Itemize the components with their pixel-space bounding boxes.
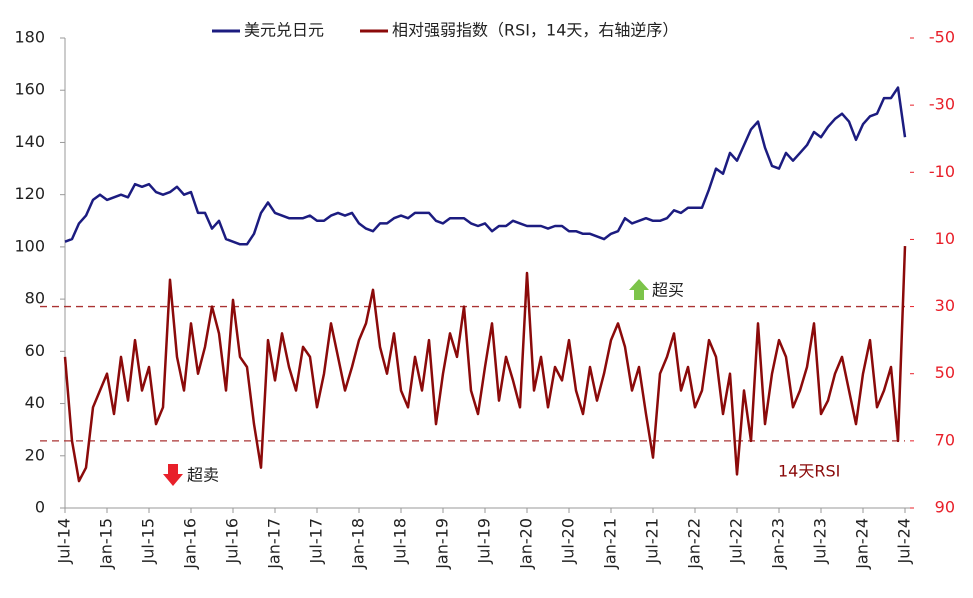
annotation: 超卖 xyxy=(187,466,219,485)
x-tick-label: Jul-16 xyxy=(223,518,242,564)
x-tick-label: Jan-16 xyxy=(181,518,200,570)
legend: 美元兑日元 相对强弱指数（RSI，14天，右轴逆序） xyxy=(212,21,678,40)
x-tick-label: Jul-19 xyxy=(475,518,494,564)
y-tick-label: 60 xyxy=(25,341,45,360)
y2-tick-label: -30 xyxy=(929,95,955,114)
y-tick-label: 120 xyxy=(14,184,45,203)
x-tick-label: Jul-15 xyxy=(139,518,158,564)
x-tick-label: Jan-18 xyxy=(349,518,368,570)
x-tick-label: Jan-15 xyxy=(97,518,116,570)
x-tick-label: Jan-22 xyxy=(685,518,704,570)
legend-label: 相对强弱指数（RSI，14天，右轴逆序） xyxy=(392,21,678,40)
y-tick-label: 140 xyxy=(14,132,45,151)
y2-tick-label: 50 xyxy=(935,363,955,382)
y2-tick-label: -50 xyxy=(929,28,955,47)
annotation: 14天RSI xyxy=(778,462,840,481)
x-tick-label: Jan-21 xyxy=(601,518,620,570)
down-arrow xyxy=(163,464,183,486)
legend-label: 美元兑日元 xyxy=(244,21,324,40)
x-tick-label: Jul-22 xyxy=(727,518,746,564)
x-tick-label: Jul-23 xyxy=(811,518,830,564)
y-tick-label: 180 xyxy=(14,28,45,47)
annotation: 超买 xyxy=(652,281,684,300)
y-tick-label: 0 xyxy=(35,498,45,517)
x-tick-label: Jul-14 xyxy=(55,518,74,564)
x-tick-label: Jan-19 xyxy=(433,518,452,570)
y-tick-label: 20 xyxy=(25,445,45,464)
x-tick-label: Jan-17 xyxy=(265,518,284,570)
y-tick-label: 80 xyxy=(25,289,45,308)
y-tick-label: 100 xyxy=(14,236,45,255)
x-tick-label: Jul-24 xyxy=(895,518,914,564)
y2-tick-label: 90 xyxy=(935,498,955,517)
x-tick-label: Jan-24 xyxy=(853,518,872,570)
y2-tick-label: 70 xyxy=(935,430,955,449)
x-tick-label: Jul-21 xyxy=(643,518,662,564)
series-line xyxy=(63,246,907,483)
series-line xyxy=(64,86,907,246)
x-tick-label: Jul-17 xyxy=(307,518,326,564)
y-tick-label: 40 xyxy=(25,393,45,412)
x-tick-label: Jan-23 xyxy=(769,518,788,570)
up-arrow xyxy=(629,279,649,300)
x-tick-label: Jul-20 xyxy=(559,518,578,564)
y2-tick-label: 10 xyxy=(935,229,955,248)
y2-tick-label: -10 xyxy=(929,162,955,181)
y2-tick-label: 30 xyxy=(935,296,955,315)
y-tick-label: 160 xyxy=(14,80,45,99)
x-tick-label: Jan-20 xyxy=(517,518,536,570)
x-tick-label: Jul-18 xyxy=(391,518,410,564)
